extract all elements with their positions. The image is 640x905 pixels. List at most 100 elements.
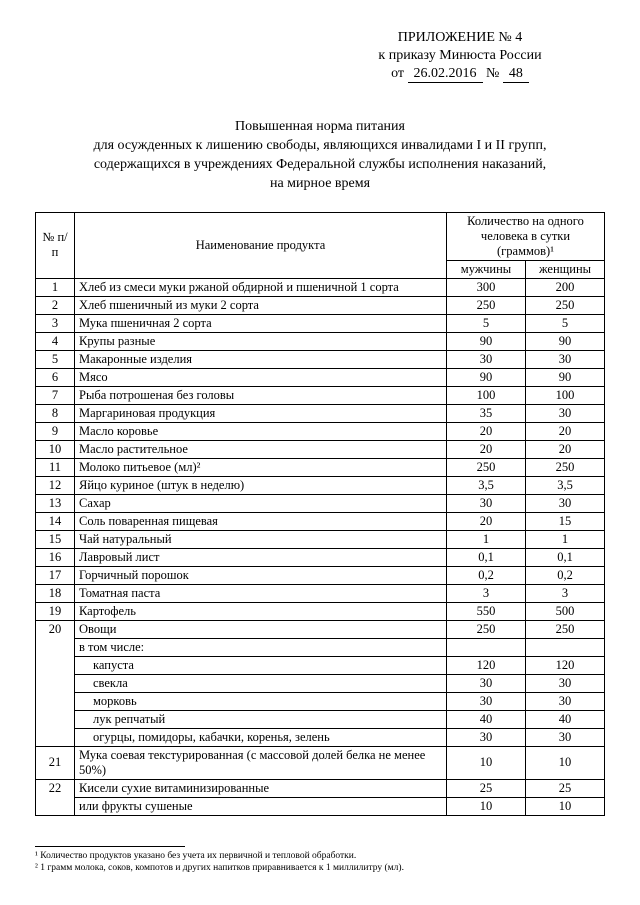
qty-women: 0,2: [526, 566, 605, 584]
table-row: 6Мясо9090: [36, 368, 605, 386]
qty-men: 3,5: [447, 476, 526, 494]
product-name: Маргариновая продукция: [75, 404, 447, 422]
row-num: 20: [36, 620, 75, 638]
table-row: 7Рыба потрошеная без головы100100: [36, 386, 605, 404]
qty-men: 0,2: [447, 566, 526, 584]
row-num: 9: [36, 422, 75, 440]
qty-women: 250: [526, 458, 605, 476]
table-row: 18Томатная паста33: [36, 584, 605, 602]
qty-men: 550: [447, 602, 526, 620]
qty-women: 200: [526, 278, 605, 296]
row-num: 1: [36, 278, 75, 296]
sub-product-name: морковь: [75, 692, 447, 710]
to-order-label: к приказу Минюста России: [315, 48, 605, 64]
qty-women: 40: [526, 710, 605, 728]
table-row: 14Соль поваренная пищевая2015: [36, 512, 605, 530]
product-name: Мясо: [75, 368, 447, 386]
qty-women: 90: [526, 332, 605, 350]
row-num: 11: [36, 458, 75, 476]
qty-women: 30: [526, 692, 605, 710]
number-value: 48: [503, 66, 529, 83]
qty-men: 30: [447, 494, 526, 512]
or-product-name: или фрукты сушеные: [75, 797, 447, 815]
row-num-empty: [36, 692, 75, 710]
qty-men: 25: [447, 779, 526, 797]
qty-women: [526, 638, 605, 656]
table-row: 16Лавровый лист0,10,1: [36, 548, 605, 566]
row-num: 13: [36, 494, 75, 512]
qty-women: 30: [526, 674, 605, 692]
table-row: 4Крупы разные9090: [36, 332, 605, 350]
row-num: 2: [36, 296, 75, 314]
table-row: огурцы, помидоры, кабачки, коренья, зеле…: [36, 728, 605, 746]
row-num: 18: [36, 584, 75, 602]
table-row: или фрукты сушеные1010: [36, 797, 605, 815]
qty-women: 10: [526, 746, 605, 779]
col-header-name: Наименование продукта: [75, 212, 447, 278]
table-row: 2Хлеб пшеничный из муки 2 сорта250250: [36, 296, 605, 314]
qty-women: 30: [526, 350, 605, 368]
qty-men: 1: [447, 530, 526, 548]
qty-men: 10: [447, 746, 526, 779]
row-num: 10: [36, 440, 75, 458]
product-name: Молоко питьевое (мл)²: [75, 458, 447, 476]
footnote-separator: [35, 846, 185, 847]
row-num-empty: [36, 638, 75, 656]
product-name: Хлеб пшеничный из муки 2 сорта: [75, 296, 447, 314]
col-header-num: № п/п: [36, 212, 75, 278]
product-name: Кисели сухие витаминизированные: [75, 779, 447, 797]
qty-men: 250: [447, 296, 526, 314]
qty-women: 250: [526, 620, 605, 638]
qty-men: 90: [447, 368, 526, 386]
sub-product-name: капуста: [75, 656, 447, 674]
table-row: 22Кисели сухие витаминизированные2525: [36, 779, 605, 797]
row-num: 4: [36, 332, 75, 350]
row-num: 15: [36, 530, 75, 548]
qty-women: 3: [526, 584, 605, 602]
qty-men: 30: [447, 728, 526, 746]
row-num: 21: [36, 746, 75, 779]
qty-men: 90: [447, 332, 526, 350]
table-row: лук репчатый4040: [36, 710, 605, 728]
table-row: свекла3030: [36, 674, 605, 692]
table-row: 9Масло коровье2020: [36, 422, 605, 440]
qty-women: 5: [526, 314, 605, 332]
qty-women: 1: [526, 530, 605, 548]
table-row: 15Чай натуральный11: [36, 530, 605, 548]
qty-men: 10: [447, 797, 526, 815]
qty-men: 30: [447, 350, 526, 368]
table-row: 10Масло растительное2020: [36, 440, 605, 458]
product-name: Мука пшеничная 2 сорта: [75, 314, 447, 332]
product-name: Макаронные изделия: [75, 350, 447, 368]
nutrition-table: № п/п Наименование продукта Количество н…: [35, 212, 605, 816]
product-name: Масло коровье: [75, 422, 447, 440]
table-row: 13Сахар3030: [36, 494, 605, 512]
qty-women: 30: [526, 404, 605, 422]
qty-men: 300: [447, 278, 526, 296]
product-name: Томатная паста: [75, 584, 447, 602]
col-header-qty: Количество на одного человека в сутки (г…: [447, 212, 605, 260]
table-row: 19Картофель550500: [36, 602, 605, 620]
table-row: 12Яйцо куриное (штук в неделю)3,53,5: [36, 476, 605, 494]
product-name: Сахар: [75, 494, 447, 512]
sub-product-name: лук репчатый: [75, 710, 447, 728]
qty-men: 20: [447, 512, 526, 530]
row-num: 19: [36, 602, 75, 620]
doc-header: ПРИЛОЖЕНИЕ № 4 к приказу Минюста России …: [315, 30, 605, 83]
product-name: Соль поваренная пищевая: [75, 512, 447, 530]
qty-men: 30: [447, 692, 526, 710]
product-name: Крупы разные: [75, 332, 447, 350]
table-row: 8Маргариновая продукция3530: [36, 404, 605, 422]
product-name: Чай натуральный: [75, 530, 447, 548]
footnote-2: ² 1 грамм молока, соков, компотов и друг…: [35, 862, 605, 874]
row-num: 14: [36, 512, 75, 530]
product-name: Мука соевая текстурированная (с массовой…: [75, 746, 447, 779]
table-row: морковь3030: [36, 692, 605, 710]
row-num-empty: [36, 797, 75, 815]
row-num: 22: [36, 779, 75, 797]
qty-men: 20: [447, 422, 526, 440]
row-num: 5: [36, 350, 75, 368]
table-row: 17Горчичный порошок0,20,2: [36, 566, 605, 584]
table-row: капуста120120: [36, 656, 605, 674]
row-num: 3: [36, 314, 75, 332]
